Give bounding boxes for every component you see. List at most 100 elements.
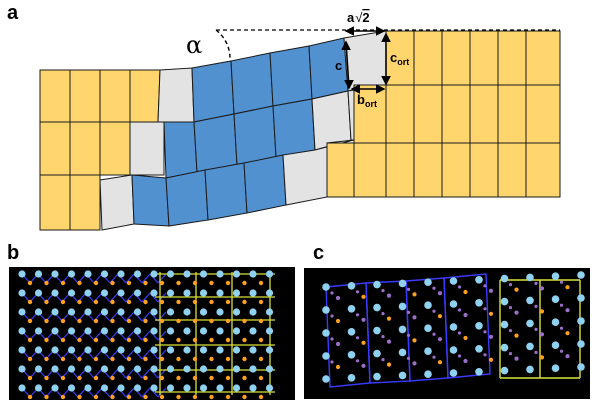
atom <box>44 356 49 362</box>
atom <box>183 308 191 316</box>
bond <box>443 273 491 379</box>
atom <box>258 356 264 362</box>
atom <box>508 306 513 310</box>
atom <box>51 270 59 278</box>
yellow-tile <box>469 30 499 86</box>
atom <box>77 375 82 381</box>
bond <box>157 330 167 341</box>
atom <box>84 270 92 278</box>
atom <box>508 329 513 333</box>
atom <box>166 289 175 297</box>
atom <box>34 327 43 335</box>
atom <box>60 318 66 324</box>
atom <box>126 299 132 305</box>
yellow-tile <box>413 30 443 86</box>
yellow-tile <box>525 30 561 86</box>
atom <box>51 308 59 316</box>
atom <box>577 271 585 279</box>
bond <box>157 273 167 284</box>
atom <box>143 356 148 362</box>
atom <box>355 336 360 340</box>
atom <box>150 384 158 392</box>
atom <box>176 280 181 286</box>
atom <box>335 341 341 347</box>
atom <box>133 308 142 316</box>
atom <box>322 352 330 360</box>
atom <box>34 384 43 392</box>
bond <box>141 311 151 322</box>
atom <box>424 278 432 287</box>
a-sqrt2-label: a√2 <box>347 10 370 25</box>
b-ort-label: bort <box>357 92 377 109</box>
atom <box>216 308 224 316</box>
atom <box>209 318 214 324</box>
atom <box>577 294 585 302</box>
bond <box>141 387 151 398</box>
atom <box>225 318 231 324</box>
atom <box>183 346 191 354</box>
atom <box>258 375 264 381</box>
panel-c-atoms <box>322 271 585 383</box>
atom <box>126 394 132 400</box>
atom <box>322 329 330 337</box>
atom <box>565 331 570 336</box>
atom <box>93 337 99 343</box>
yellow-tile <box>385 142 415 198</box>
atom <box>449 300 458 308</box>
c-ort-label: cort <box>390 50 409 67</box>
atom <box>60 375 66 381</box>
atom <box>449 323 458 331</box>
atom <box>60 337 66 343</box>
atom <box>216 365 224 373</box>
atom <box>551 364 560 373</box>
atom <box>110 356 115 362</box>
bond <box>141 368 151 379</box>
atom <box>176 337 181 343</box>
atom <box>500 343 509 352</box>
atom <box>84 346 92 354</box>
atom <box>565 308 570 313</box>
atom <box>559 280 564 284</box>
panel-c-structure <box>304 268 590 399</box>
atom <box>183 270 191 278</box>
yellow-tile <box>497 142 527 198</box>
atom <box>18 384 26 392</box>
atom <box>373 326 381 335</box>
atom <box>110 394 115 400</box>
atom <box>398 325 407 334</box>
angle-arc <box>215 29 231 61</box>
atom <box>44 299 49 305</box>
atom <box>44 280 49 286</box>
atom <box>508 283 513 287</box>
atom <box>93 394 99 400</box>
atom <box>117 289 125 297</box>
atom <box>265 270 274 278</box>
atom <box>475 345 483 353</box>
atom <box>463 289 468 295</box>
atom <box>386 316 392 321</box>
atom <box>209 394 214 400</box>
atom <box>335 364 341 370</box>
atom <box>355 359 360 363</box>
atom <box>424 370 432 379</box>
atom <box>100 289 109 297</box>
atom <box>398 371 407 380</box>
atom <box>265 289 274 297</box>
atom <box>60 394 66 400</box>
atom <box>265 346 274 354</box>
atom <box>488 288 494 293</box>
atom <box>526 296 534 305</box>
atom <box>437 337 443 342</box>
atom <box>526 342 534 351</box>
atom <box>225 394 231 400</box>
atom <box>514 333 519 338</box>
atom <box>110 299 115 305</box>
bond <box>141 273 151 284</box>
atom <box>242 356 247 362</box>
atom <box>534 304 538 308</box>
atom <box>347 374 356 382</box>
atom <box>192 375 198 381</box>
atom <box>398 302 407 311</box>
yellow-tile <box>385 84 415 144</box>
atom <box>500 274 509 283</box>
